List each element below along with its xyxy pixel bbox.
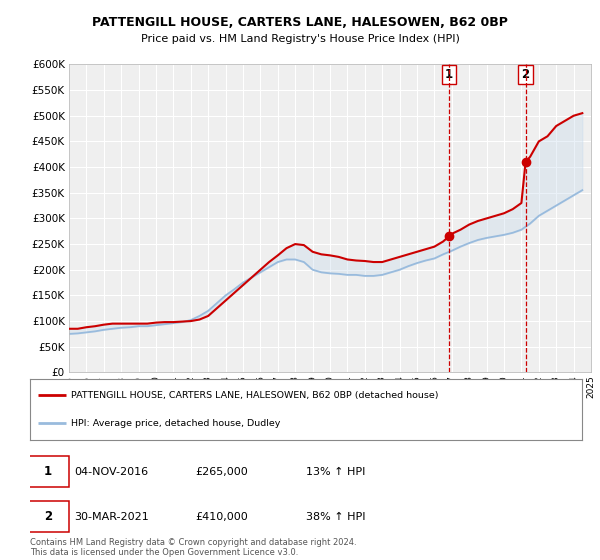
Text: 2: 2: [521, 68, 530, 81]
Text: 2: 2: [44, 510, 52, 523]
Text: 13% ↑ HPI: 13% ↑ HPI: [306, 467, 365, 477]
FancyBboxPatch shape: [27, 456, 68, 487]
Text: PATTENGILL HOUSE, CARTERS LANE, HALESOWEN, B62 0BP (detached house): PATTENGILL HOUSE, CARTERS LANE, HALESOWE…: [71, 391, 439, 400]
Text: 1: 1: [44, 465, 52, 478]
FancyBboxPatch shape: [27, 501, 68, 532]
Text: 38% ↑ HPI: 38% ↑ HPI: [306, 512, 365, 521]
Text: Contains HM Land Registry data © Crown copyright and database right 2024.
This d: Contains HM Land Registry data © Crown c…: [30, 538, 356, 557]
Text: 04-NOV-2016: 04-NOV-2016: [74, 467, 148, 477]
Text: £410,000: £410,000: [196, 512, 248, 521]
Text: 30-MAR-2021: 30-MAR-2021: [74, 512, 149, 521]
Text: PATTENGILL HOUSE, CARTERS LANE, HALESOWEN, B62 0BP: PATTENGILL HOUSE, CARTERS LANE, HALESOWE…: [92, 16, 508, 29]
Text: HPI: Average price, detached house, Dudley: HPI: Average price, detached house, Dudl…: [71, 419, 281, 428]
Text: Price paid vs. HM Land Registry's House Price Index (HPI): Price paid vs. HM Land Registry's House …: [140, 34, 460, 44]
Text: 1: 1: [445, 68, 453, 81]
Text: £265,000: £265,000: [196, 467, 248, 477]
